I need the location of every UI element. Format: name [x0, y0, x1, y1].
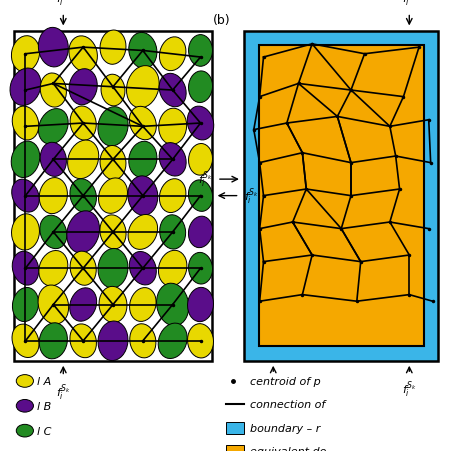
Ellipse shape [98, 179, 127, 214]
Text: l B: l B [37, 401, 51, 411]
Bar [258, 46, 423, 346]
Ellipse shape [129, 33, 156, 69]
Ellipse shape [69, 288, 97, 322]
Ellipse shape [187, 324, 213, 358]
Ellipse shape [40, 74, 66, 108]
Ellipse shape [70, 107, 96, 141]
Text: equivalent do: equivalent do [249, 446, 325, 451]
Ellipse shape [188, 253, 212, 285]
Ellipse shape [70, 179, 96, 213]
Ellipse shape [10, 69, 41, 106]
Ellipse shape [129, 142, 156, 178]
Ellipse shape [100, 216, 126, 249]
Ellipse shape [188, 144, 212, 176]
Bar [14, 32, 212, 361]
Ellipse shape [16, 424, 33, 437]
Ellipse shape [70, 324, 96, 358]
Ellipse shape [70, 252, 96, 285]
Ellipse shape [39, 323, 67, 359]
Text: l C: l C [37, 426, 51, 436]
Text: $f_i^{S_k}$: $f_i^{S_k}$ [244, 186, 258, 207]
Ellipse shape [188, 180, 212, 212]
Ellipse shape [68, 141, 98, 179]
Ellipse shape [69, 37, 97, 73]
Ellipse shape [38, 28, 68, 68]
Ellipse shape [12, 180, 39, 212]
Text: $f_i^{S_k}$: $f_i^{S_k}$ [401, 379, 416, 400]
Ellipse shape [129, 324, 156, 358]
Ellipse shape [98, 107, 128, 147]
Ellipse shape [187, 288, 213, 322]
Text: boundary – r: boundary – r [249, 423, 319, 433]
Bar [226, 445, 244, 451]
Text: $f_i^{S_k}$: $f_i^{S_k}$ [197, 170, 212, 190]
Ellipse shape [40, 143, 66, 177]
Ellipse shape [158, 323, 187, 359]
Ellipse shape [11, 142, 40, 178]
Ellipse shape [12, 324, 39, 358]
Ellipse shape [69, 69, 97, 106]
Ellipse shape [159, 74, 186, 107]
Ellipse shape [159, 215, 185, 249]
Ellipse shape [126, 66, 159, 109]
Text: $f_i^{S_k}$: $f_i^{S_k}$ [401, 0, 416, 9]
Ellipse shape [159, 179, 185, 213]
Ellipse shape [12, 252, 39, 285]
Ellipse shape [98, 249, 128, 288]
Ellipse shape [159, 143, 186, 177]
Ellipse shape [158, 109, 186, 145]
Ellipse shape [12, 107, 39, 141]
Ellipse shape [39, 178, 67, 214]
Ellipse shape [99, 287, 127, 323]
Ellipse shape [38, 109, 68, 145]
Ellipse shape [16, 375, 33, 387]
Ellipse shape [67, 212, 99, 253]
Ellipse shape [156, 284, 189, 326]
Ellipse shape [129, 107, 156, 140]
Ellipse shape [188, 216, 212, 248]
Ellipse shape [129, 288, 156, 322]
Ellipse shape [188, 36, 212, 67]
Text: centroid of p: centroid of p [249, 376, 320, 386]
Bar [226, 422, 244, 434]
Text: (b): (b) [212, 14, 230, 27]
Ellipse shape [100, 31, 126, 65]
Text: connection of: connection of [249, 400, 324, 410]
Text: l A: l A [37, 376, 51, 386]
Ellipse shape [129, 252, 156, 285]
Ellipse shape [100, 146, 126, 180]
Ellipse shape [12, 288, 38, 322]
Ellipse shape [188, 72, 212, 103]
Bar [244, 32, 437, 361]
Ellipse shape [39, 251, 68, 286]
Ellipse shape [128, 215, 157, 250]
Ellipse shape [101, 75, 124, 106]
Ellipse shape [187, 107, 213, 141]
Text: $f_i^{S_k}$: $f_i^{S_k}$ [55, 381, 71, 402]
Ellipse shape [16, 400, 33, 412]
Ellipse shape [128, 176, 157, 216]
Ellipse shape [158, 251, 187, 286]
Ellipse shape [98, 321, 128, 361]
Ellipse shape [12, 214, 39, 250]
Ellipse shape [40, 216, 67, 249]
Ellipse shape [159, 38, 185, 72]
Ellipse shape [11, 37, 40, 73]
Text: $f_i^{S_k}$: $f_i^{S_k}$ [55, 0, 71, 9]
Ellipse shape [38, 285, 69, 324]
